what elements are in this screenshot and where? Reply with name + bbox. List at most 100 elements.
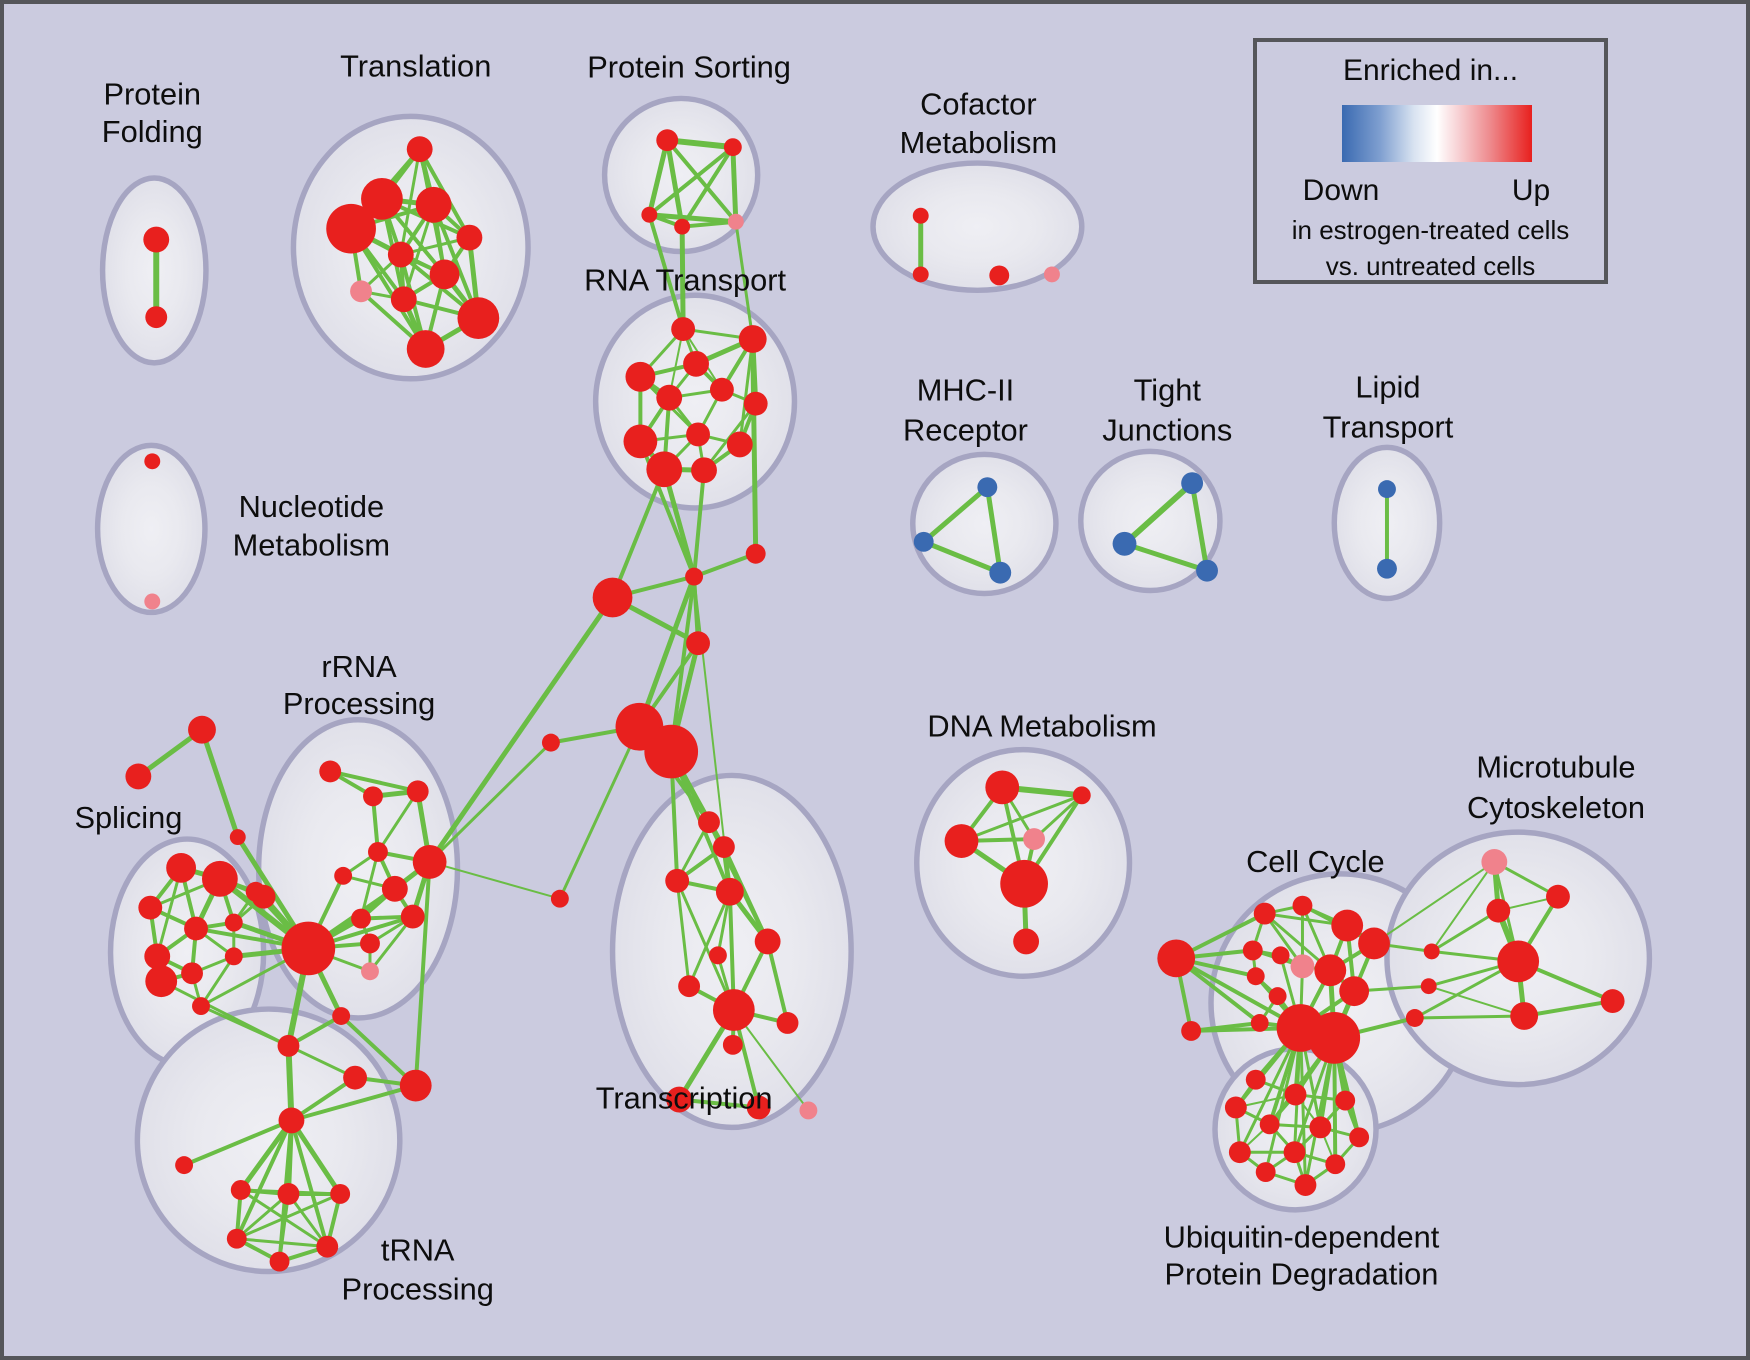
node-mt4	[1497, 940, 1540, 983]
edge-s1-s6	[155, 866, 183, 958]
node-u2	[1284, 1083, 1307, 1106]
node-p1	[656, 129, 679, 152]
cluster-label-rrna-processing-line2: Processing	[283, 686, 435, 721]
edge-mc3-mt5	[1413, 1014, 1526, 1020]
node-r12	[691, 457, 717, 484]
node-cc13	[1268, 987, 1287, 1006]
cluster-label-splicing-line1: Splicing	[74, 800, 182, 835]
cluster-label-lipid-transport-line2: Transport	[1323, 409, 1454, 444]
legend-caption-line1: in estrogen-treated cells	[1291, 215, 1570, 245]
node-lp1	[1378, 480, 1396, 499]
edge-m1-m2	[921, 484, 990, 545]
node-c6	[644, 724, 699, 779]
node-d5	[1000, 859, 1048, 908]
node-p5	[727, 213, 744, 230]
edge-rr7-c7	[428, 741, 553, 864]
node-c8	[550, 889, 569, 908]
node-cc4	[1292, 895, 1313, 916]
node-mt6	[1600, 989, 1625, 1014]
node-th	[278, 1107, 305, 1134]
node-tg1	[230, 1180, 251, 1200]
edge-mc1-mt3	[1430, 909, 1500, 953]
node-cc1	[1157, 939, 1196, 978]
node-s2	[201, 860, 238, 897]
node-rr12	[251, 884, 276, 909]
node-mt1	[1481, 849, 1508, 875]
node-x7	[712, 989, 755, 1031]
node-r9	[623, 424, 658, 459]
node-tc2	[332, 1007, 351, 1025]
node-r10	[726, 431, 753, 458]
node-cf4	[1044, 266, 1060, 283]
node-m3	[989, 561, 1012, 584]
edge-r2-c3	[750, 336, 759, 557]
node-t7	[429, 259, 460, 290]
cluster-label-protein-sorting-line1: Protein Sorting	[587, 50, 791, 85]
node-tg2	[277, 1183, 300, 1205]
node-cc8	[1271, 946, 1290, 965]
cluster-ellipse-mhc-ii-receptor	[910, 451, 1059, 597]
legend-up-label: Up	[1511, 174, 1551, 207]
node-cc14	[1250, 1014, 1269, 1032]
node-mc3	[1405, 1009, 1424, 1027]
edge-th-tg1	[238, 1117, 294, 1193]
cluster-label-trna-processing-line1: tRNA	[381, 1233, 455, 1268]
node-p3	[641, 206, 658, 223]
node-t6	[456, 224, 483, 251]
node-tg3	[330, 1184, 351, 1204]
node-r8	[686, 422, 710, 447]
edge-p2-p3	[647, 145, 735, 217]
cluster-label-ubiquitin-degradation-line2: Protein Degradation	[1165, 1256, 1439, 1291]
node-cc6	[1358, 927, 1390, 960]
edge-rr1-rr3	[328, 769, 420, 794]
node-mt5	[1510, 1002, 1539, 1030]
node-r3	[683, 350, 709, 377]
node-d6	[1013, 928, 1040, 955]
node-rr2	[363, 786, 383, 807]
node-st1	[188, 715, 216, 744]
node-t5	[387, 241, 414, 268]
edge-tc4-th	[289, 1083, 418, 1123]
node-m2	[913, 531, 934, 552]
edge-r12-c2	[692, 468, 706, 579]
cluster-label-nucleotide-metabolism-line2: Metabolism	[233, 528, 390, 563]
cluster-label-mhc-ii-receptor-line1: MHC-II	[917, 373, 1015, 408]
legend-box: Enriched in... Down Up in estrogen-treat…	[1253, 38, 1608, 284]
node-rr11	[361, 962, 379, 981]
cluster-label-transcription-line1: Transcription	[596, 1080, 773, 1115]
node-ti	[175, 1156, 194, 1175]
node-p4	[674, 218, 691, 235]
edge-mc1-mt1	[1430, 860, 1496, 953]
node-u10	[1325, 1154, 1346, 1175]
node-rr5	[334, 866, 353, 885]
edge-r11-c2	[661, 466, 697, 580]
node-u8	[1228, 1141, 1251, 1164]
node-pf2	[145, 306, 168, 329]
edge-tg2-tg4	[235, 1192, 290, 1241]
node-u11	[1255, 1162, 1276, 1183]
node-s8	[224, 947, 243, 966]
node-t10	[457, 297, 500, 340]
edge-cc15-u11	[1264, 1026, 1302, 1174]
cluster-label-nucleotide-metabolism-line1: Nucleotide	[239, 489, 385, 524]
cluster-label-translation-line1: Translation	[340, 49, 491, 84]
node-rr9	[351, 908, 371, 929]
node-s6	[144, 943, 171, 970]
edge-d2-d3	[959, 793, 1084, 843]
node-u1	[1245, 1069, 1266, 1090]
node-nu2	[144, 593, 161, 610]
edge-r11-c1	[610, 467, 667, 600]
node-x12	[746, 1095, 771, 1120]
node-t4	[415, 186, 452, 223]
node-x1	[665, 868, 690, 893]
node-x2	[698, 811, 720, 834]
node-rr3	[406, 780, 429, 803]
edge-p1-p5	[665, 138, 738, 224]
node-x11	[666, 1086, 693, 1113]
edge-rr7-tc4	[413, 859, 432, 1088]
edge-th-tg3	[288, 1117, 343, 1197]
edge-mt5-mt6	[1522, 999, 1615, 1018]
cluster-label-dna-metabolism-line1: DNA Metabolism	[927, 709, 1156, 744]
cluster-label-mhc-ii-receptor-line2: Receptor	[903, 412, 1028, 447]
